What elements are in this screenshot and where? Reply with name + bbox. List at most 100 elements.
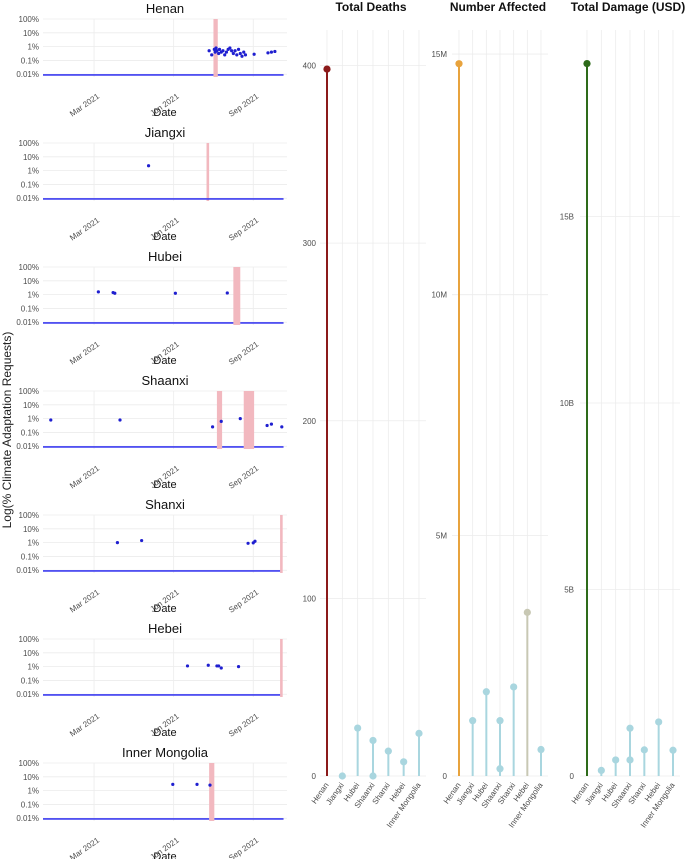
- event-window: [209, 763, 215, 821]
- lollipop-head: [338, 772, 346, 780]
- x-tick-label: Sep 2021: [227, 215, 261, 242]
- y-tick-label: 10%: [23, 277, 39, 286]
- y-tick-label: 0.01%: [16, 566, 39, 575]
- lollipop-title-number-affected: Number Affected: [450, 0, 546, 14]
- event-window: [243, 391, 255, 449]
- lollipop-title-total-deaths: Total Deaths: [335, 0, 406, 14]
- event-window: [280, 515, 283, 573]
- x-tick-label: Sep 2021: [227, 339, 261, 366]
- lollipop-head: [455, 60, 463, 68]
- y-tick-label: 1%: [27, 167, 39, 176]
- data-point: [115, 541, 120, 545]
- y-tick-label: 0.01%: [16, 70, 39, 79]
- x-axis-label: Date: [153, 107, 176, 119]
- y-tick-label: 400: [303, 62, 317, 71]
- panel-title-jiangxi: Jiangxi: [145, 125, 186, 140]
- data-point: [217, 47, 222, 51]
- lollipop-head: [415, 729, 423, 737]
- y-tick-label: 0.01%: [16, 690, 39, 699]
- y-tick-label: 0.01%: [16, 194, 39, 203]
- data-point: [243, 53, 248, 57]
- panel-title-inner-mongolia: Inner Mongolia: [122, 745, 209, 760]
- y-tick-label: 100%: [19, 511, 39, 520]
- lollipop-head: [482, 688, 490, 696]
- event-window: [206, 143, 210, 201]
- y-tick-label: 1%: [27, 539, 39, 548]
- data-point: [207, 49, 211, 53]
- y-tick-label: 0.1%: [21, 56, 39, 65]
- lollipop-head: [655, 718, 663, 726]
- y-tick-label: 1%: [27, 787, 39, 796]
- panel-title-henan: Henan: [146, 1, 184, 16]
- y-tick-label: 0: [570, 772, 575, 781]
- lollipop-head: [469, 717, 477, 725]
- y-tick-label: 0.1%: [21, 304, 39, 313]
- data-point: [235, 53, 239, 57]
- x-tick-label: Mar 2021: [68, 587, 101, 614]
- lollipop-head: [369, 772, 377, 780]
- data-point: [225, 291, 229, 295]
- lollipop-head: [626, 724, 634, 732]
- data-point: [269, 50, 274, 54]
- panel-title-hebei: Hebei: [148, 621, 182, 636]
- data-point: [185, 664, 190, 668]
- y-tick-label: 200: [303, 417, 317, 426]
- lollipop-head: [496, 765, 504, 773]
- y-tick-label: 10M: [431, 291, 447, 300]
- x-tick-label: Mar 2021: [68, 835, 101, 859]
- y-tick-label: 15M: [431, 50, 447, 59]
- x-tick-label: Sep 2021: [227, 711, 261, 738]
- data-point: [96, 290, 100, 294]
- data-point: [269, 422, 274, 426]
- lollipop-head: [626, 756, 634, 764]
- lollipop-head: [583, 59, 591, 68]
- y-tick-label: 0.01%: [16, 814, 39, 823]
- x-tick-label: Sep 2021: [227, 463, 261, 490]
- data-point: [223, 53, 227, 57]
- data-point: [242, 50, 246, 54]
- data-point: [236, 47, 241, 51]
- lollipop-head: [496, 717, 504, 725]
- y-tick-label: 100%: [19, 759, 39, 768]
- y-tick-label: 0.1%: [21, 552, 39, 561]
- y-tick-label: 5M: [436, 531, 447, 540]
- x-axis-label: Date: [153, 231, 176, 243]
- panel-title-shanxi: Shanxi: [145, 497, 185, 512]
- y-tick-label: 100%: [19, 387, 39, 396]
- lollipop-head: [612, 756, 620, 764]
- y-tick-label: 10%: [23, 29, 39, 38]
- y-tick-label: 10%: [23, 153, 39, 162]
- y-tick-label: 0.1%: [21, 180, 39, 189]
- y-tick-label: 5B: [564, 586, 574, 595]
- lollipop-title-total-damage-usd: Total Damage (USD): [571, 0, 685, 14]
- event-window: [233, 267, 241, 325]
- shared-y-axis-label: Log(% Climate Adaptation Requests): [0, 332, 14, 529]
- data-point: [252, 52, 256, 56]
- data-point: [246, 541, 250, 545]
- y-tick-label: 10B: [560, 399, 574, 408]
- data-point: [113, 291, 117, 295]
- data-point: [140, 538, 144, 543]
- y-tick-label: 15B: [560, 213, 574, 222]
- y-tick-label: 10%: [23, 401, 39, 410]
- data-point: [195, 782, 199, 787]
- lollipop-head: [354, 724, 362, 732]
- data-point: [280, 425, 284, 429]
- data-point: [238, 417, 242, 421]
- y-tick-label: 300: [303, 239, 317, 248]
- data-point: [208, 783, 212, 787]
- y-tick-label: 1%: [27, 291, 39, 300]
- lollipop-head: [640, 746, 648, 754]
- data-point: [217, 51, 221, 56]
- y-tick-label: 0.01%: [16, 442, 39, 451]
- lollipop-head: [597, 766, 605, 775]
- x-tick-label: Mar 2021: [68, 711, 101, 738]
- y-tick-label: 10%: [23, 525, 39, 534]
- lollipop-head: [523, 608, 531, 616]
- data-point: [231, 51, 235, 56]
- data-point: [233, 49, 237, 53]
- data-point: [221, 49, 225, 53]
- data-point: [210, 53, 214, 57]
- x-axis-label: Date: [153, 355, 176, 367]
